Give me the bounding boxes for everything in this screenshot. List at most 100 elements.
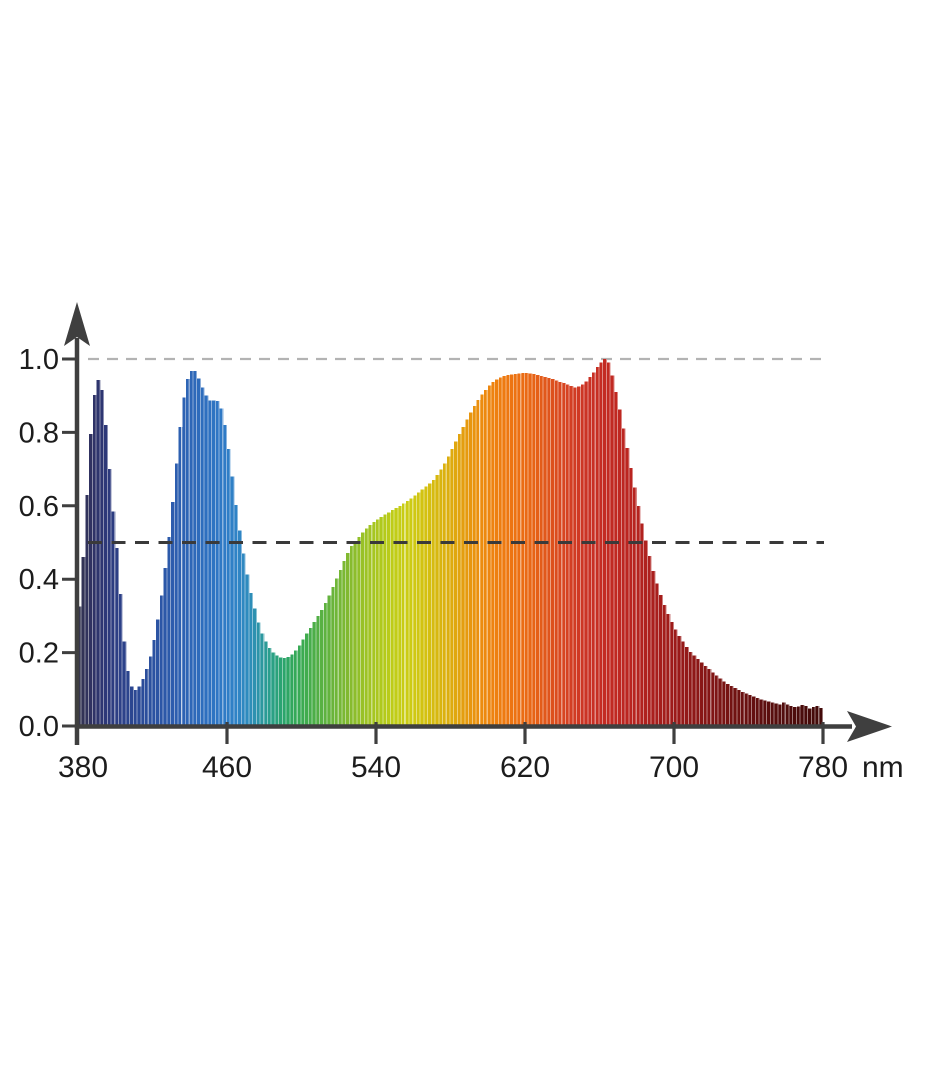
spectrum-bar <box>256 622 260 728</box>
spectrum-bar <box>130 686 133 728</box>
spectrum-bar-separator <box>482 394 485 728</box>
spectrum-bar <box>517 373 521 728</box>
spectrum-bar <box>219 408 223 728</box>
spectrum-bar <box>674 629 677 728</box>
spectrum-bar-separator <box>300 645 302 728</box>
spectrum-bar <box>104 425 107 728</box>
spectrum-bar <box>320 609 323 728</box>
spectrum-bar <box>174 463 178 728</box>
spectrum-bar <box>770 702 774 728</box>
spectrum-bar-separator <box>725 681 727 728</box>
spectrum-bar <box>625 448 629 728</box>
spectrum-bar <box>446 456 450 728</box>
spectrum-bar <box>461 426 465 728</box>
spectrum-bar-separator <box>602 362 604 728</box>
spectrum-bar-separator <box>222 408 224 728</box>
spectrum-bar-separator <box>449 456 451 728</box>
spectrum-bar-separator <box>401 505 403 728</box>
spectrum-bar <box>767 701 770 728</box>
spectrum-bar-separator <box>307 633 309 728</box>
spectrum-bar-separator <box>598 367 600 728</box>
spectrum-bar <box>662 604 666 728</box>
spectrum-bar-separator <box>103 390 105 728</box>
spectrum-bar-separator <box>404 503 406 728</box>
spectrum-bar-separator <box>240 530 242 728</box>
spectrum-bar-separator <box>807 705 809 728</box>
spectrum-bar <box>808 708 811 728</box>
spectrum-bar-separator <box>352 546 354 728</box>
spectrum-bar-separator <box>263 633 265 728</box>
spectrum-bar <box>152 639 156 728</box>
spectrum-bar <box>204 395 208 728</box>
spectrum-bar <box>431 480 435 728</box>
spectrum-bar <box>323 603 327 728</box>
spectrum-bar-separator <box>289 657 291 728</box>
spectrum-bar-separator <box>527 373 529 728</box>
spectrum-bar <box>502 376 506 728</box>
spectrum-bar <box>793 707 796 728</box>
spectrum-bar-separator <box>356 541 358 728</box>
spectrum-bar-separator <box>523 373 525 728</box>
spectrum-bar-separator <box>80 606 82 728</box>
spectrum-bar-separator <box>468 419 470 728</box>
spectrum-bar-separator <box>535 374 537 728</box>
spectrum-bar <box>688 651 692 728</box>
spectrum-bar-separator <box>814 707 816 728</box>
spectrum-bar <box>636 505 640 728</box>
spectrum-bar-separator <box>676 629 678 728</box>
spectrum-bar <box>308 627 312 728</box>
spectrum-bar-separator <box>680 636 682 728</box>
spectrum-bar-separator <box>740 690 742 728</box>
spectrum-bar <box>241 553 245 728</box>
spectrum-bar <box>584 381 588 728</box>
spectrum-bar <box>122 641 126 728</box>
spectrum-bar <box>804 705 808 728</box>
spectrum-bar <box>454 441 457 728</box>
spectrum-bar <box>331 587 334 728</box>
spectrum-bar-separator <box>84 557 86 728</box>
spectrum-bar <box>193 370 197 728</box>
spectrum-bar <box>145 669 148 728</box>
spectrum-bar <box>267 648 271 728</box>
spectrum-bar-separator <box>270 648 272 728</box>
spectrum-bar <box>711 672 714 728</box>
spectrum-bar-separator <box>672 622 674 728</box>
spectrum-bar-separator <box>758 698 760 728</box>
spectrum-bar-separator <box>203 387 205 728</box>
spectrum-bar-separator <box>475 406 477 728</box>
spectrum-bar <box>435 475 439 728</box>
spectrum-bar <box>774 703 778 728</box>
spectrum-bar <box>614 392 618 728</box>
spectrum-bar-separator <box>211 400 213 728</box>
spectrum-bar <box>525 373 528 728</box>
spectrum-bar-separator <box>430 483 432 728</box>
spectrum-bar-separator <box>490 385 492 728</box>
spectrum-bar <box>655 583 659 728</box>
spectrum-bar-separator <box>259 622 261 728</box>
spectrum-bar <box>372 522 375 728</box>
spectrum-bar-separator <box>214 400 216 728</box>
spectrum-bar <box>424 486 428 728</box>
tick-labels-layer: nm 0.0 0.2 0.4 0.6 0.8 1.0 380 460 540 620 700 780 <box>19 344 904 784</box>
spectrum-bar <box>651 570 655 728</box>
spectrum-bar <box>729 686 733 728</box>
spectrum-bar <box>778 704 781 728</box>
spectrum-bar <box>755 698 759 728</box>
spectrum-bar-separator <box>531 373 533 728</box>
spectrum-bar-separator <box>374 522 376 728</box>
spectrum-bar-separator <box>717 675 719 728</box>
spectrum-bar <box>189 370 193 728</box>
spectrum-bar <box>118 593 122 728</box>
spectrum-bar <box>569 386 573 728</box>
spectrum-bar <box>111 511 115 728</box>
spectrum-bar-separator <box>687 647 689 728</box>
spectrum-bar <box>249 593 253 728</box>
spectrum-bar-separator <box>456 441 458 728</box>
spectrum-bar-separator <box>248 574 250 728</box>
spectrum-bar-separator <box>810 708 812 728</box>
spectrum-bar-separator <box>665 604 667 728</box>
spectrum-bar-separator <box>792 705 794 728</box>
spectrum-bar <box>815 706 819 728</box>
spectrum-bar <box>163 568 167 728</box>
